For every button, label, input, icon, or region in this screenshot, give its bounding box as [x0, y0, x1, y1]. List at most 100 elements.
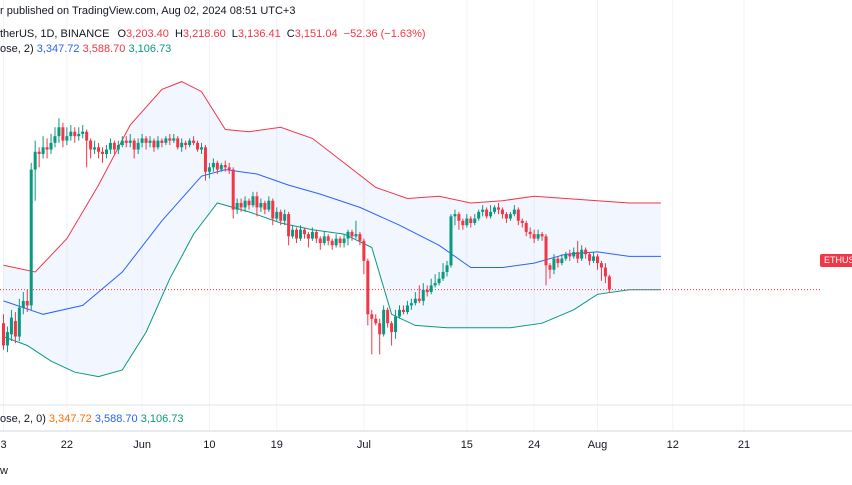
candle-body — [239, 202, 243, 208]
candle-body — [231, 169, 235, 210]
candle-body — [33, 151, 37, 170]
candle-body — [176, 138, 180, 148]
candle-body — [465, 218, 469, 226]
time-axis: 3 22 Jun 10 19 Jul 15 24 Aug 12 21 — [0, 439, 750, 451]
candle-body — [564, 254, 568, 259]
candle-body — [346, 231, 350, 239]
candle-body — [255, 196, 259, 208]
candle-body — [172, 138, 176, 141]
candle-body — [477, 211, 481, 219]
change-value: −52.36 (−1.63%) — [343, 28, 426, 40]
candle-body — [116, 145, 120, 150]
candle-body — [271, 200, 275, 219]
candle-body — [441, 271, 445, 279]
candle-body — [314, 231, 318, 239]
candle-body — [287, 214, 291, 237]
candle-body — [17, 307, 21, 337]
candle-body — [366, 260, 370, 315]
close-label: C — [286, 28, 295, 40]
candle-body — [588, 254, 592, 261]
candle-body — [473, 218, 477, 223]
candle-body — [405, 305, 409, 313]
upper-band-line — [3, 81, 661, 273]
candle-body — [25, 300, 29, 306]
high-value: 3,218.60 — [182, 28, 226, 40]
candle-body — [184, 142, 188, 146]
candle-body — [520, 220, 524, 223]
candle-body — [140, 138, 144, 143]
candle-body — [85, 131, 89, 141]
candle-body — [223, 165, 227, 168]
candle-body — [433, 283, 437, 286]
candle-body — [215, 162, 219, 170]
candle-body — [160, 140, 164, 143]
candle-body — [560, 258, 564, 264]
time-tick-label: Jun — [133, 439, 151, 451]
candle-body — [362, 240, 366, 261]
candle-body — [61, 127, 65, 141]
candle-body — [45, 147, 49, 150]
candle-body — [108, 142, 112, 150]
bb-upper-value: 3,588.70 — [82, 43, 126, 55]
bb-params: ose, 2) — [0, 43, 34, 55]
candle-body — [599, 263, 603, 268]
time-tick-label: 22 — [61, 439, 73, 451]
candle-body — [350, 231, 354, 237]
candle-body — [81, 131, 85, 134]
bottom-bb-params: ose, 2, 0) — [0, 413, 46, 425]
candle-body — [528, 231, 532, 235]
candle-body — [188, 140, 192, 146]
candle-body — [548, 265, 552, 270]
publish-info: r published on TradingView.com, Aug 02, … — [0, 5, 296, 17]
candle-body — [394, 316, 398, 333]
open-label: O — [117, 28, 127, 40]
candle-body — [164, 138, 168, 143]
candle-body — [409, 303, 413, 306]
candle-body — [536, 234, 540, 239]
candle-body — [196, 142, 200, 150]
candle-body — [453, 214, 457, 217]
ohlc-legend: therUS, 1D, BINANCE O3,203.40 H3,218.60 … — [0, 28, 426, 40]
candle-body — [413, 298, 417, 304]
low-value: 3,136.41 — [237, 28, 281, 40]
basis-line — [3, 169, 661, 315]
candle-body — [235, 202, 239, 210]
time-tick-label: 3 — [0, 439, 6, 451]
candle-body — [572, 251, 576, 257]
candle-body — [497, 207, 500, 210]
candle-body — [481, 209, 485, 212]
candle-body — [302, 229, 306, 235]
candle-body — [485, 209, 489, 217]
candle-body — [93, 147, 97, 150]
candle-body — [259, 202, 263, 208]
time-tick-label: 15 — [461, 439, 473, 451]
candle-body — [13, 320, 17, 337]
candle-body — [57, 127, 61, 137]
candle-body — [417, 298, 421, 301]
time-tick-label: 19 — [271, 439, 283, 451]
last-price-tag: ETHUS — [820, 254, 852, 267]
bottom-bb-lower: 3,106.73 — [140, 413, 184, 425]
candle-body — [53, 136, 57, 143]
candle-body — [504, 214, 508, 219]
candle-body — [421, 289, 425, 301]
candle-body — [283, 214, 287, 221]
candle-body — [267, 200, 271, 210]
symbol-label: therUS, 1D, BINANCE — [0, 28, 110, 40]
candle-body — [251, 196, 255, 206]
candle-body — [457, 214, 461, 221]
candle-body — [576, 251, 580, 259]
candle-body — [21, 300, 25, 308]
candle-body — [607, 276, 611, 290]
bottom-bb-upper: 3,588.70 — [94, 413, 138, 425]
candle-body — [354, 234, 358, 237]
candle-body — [326, 236, 330, 241]
candle-body — [544, 236, 548, 266]
candle-body — [429, 285, 433, 293]
candle-body — [500, 209, 504, 215]
bottom-bb-basis: 3,347.72 — [48, 413, 92, 425]
candle-body — [508, 214, 512, 219]
candle-body — [200, 147, 203, 150]
close-value: 3,151.04 — [294, 28, 338, 40]
